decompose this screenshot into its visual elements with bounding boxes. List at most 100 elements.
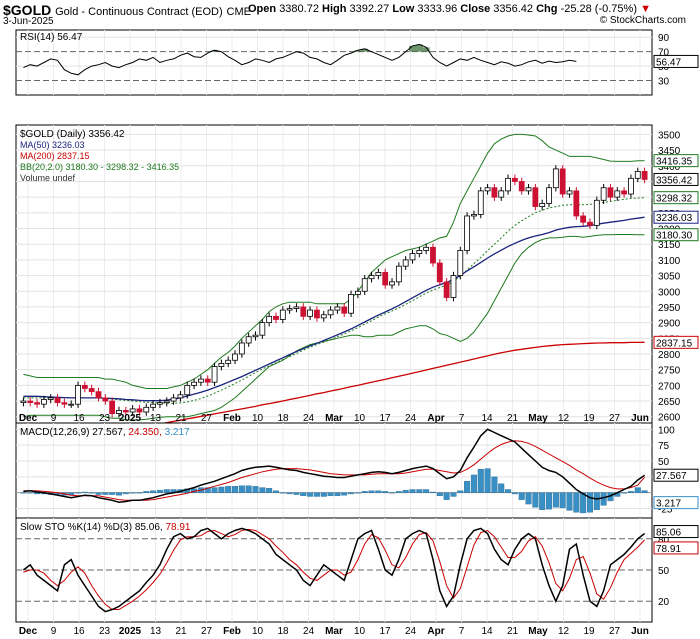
candle-body bbox=[34, 402, 40, 405]
candle-body bbox=[61, 402, 68, 405]
price-value-label-ma50-box bbox=[653, 210, 699, 224]
bb-lower-line bbox=[23, 234, 645, 421]
candle-body bbox=[430, 246, 436, 264]
macd-tick-label: 50 bbox=[658, 457, 670, 468]
macd-hist-bar bbox=[368, 490, 375, 493]
sto-x-tick-label: 24 bbox=[303, 626, 315, 637]
candle-body bbox=[511, 177, 518, 182]
bb-middle-line bbox=[23, 197, 645, 404]
candle-body bbox=[395, 265, 402, 283]
price-x-tick-label: 17 bbox=[379, 413, 391, 424]
candle-body bbox=[245, 336, 252, 344]
candle-body bbox=[279, 309, 286, 320]
sto-legend-d: 78.91 bbox=[165, 522, 190, 533]
candle-body bbox=[307, 309, 314, 317]
macd-hist-bar bbox=[627, 491, 634, 493]
macd-hist-bar bbox=[546, 492, 553, 510]
description: Gold - Continuous Contract (EOD) bbox=[55, 6, 223, 18]
sto-x-tick-label: 12 bbox=[558, 626, 570, 637]
macd-hist-bar bbox=[348, 492, 355, 495]
candle-body bbox=[252, 334, 259, 338]
sto-x-tick-label: 10 bbox=[354, 626, 366, 637]
candle-body bbox=[552, 168, 559, 189]
candle-body bbox=[68, 403, 75, 406]
macd-legend-hist: 3.217 bbox=[165, 427, 190, 438]
bb-upper-line bbox=[23, 133, 645, 389]
candle-body bbox=[436, 262, 443, 283]
candle-body bbox=[559, 168, 566, 195]
candle-body bbox=[129, 408, 136, 413]
sto-x-tick-label: 9 bbox=[51, 626, 57, 637]
macd-hist-bar bbox=[498, 483, 505, 493]
price-value-label-ma200: 2837.15 bbox=[656, 338, 693, 349]
sto-tick-label: 20 bbox=[658, 597, 670, 608]
macd-hist-bar bbox=[272, 490, 279, 493]
candle-body bbox=[573, 190, 580, 217]
candle-body bbox=[539, 203, 546, 207]
candle-body bbox=[320, 314, 327, 319]
macd-hist-bar bbox=[375, 490, 382, 493]
price-value-label-close-box bbox=[653, 172, 699, 186]
candle-body bbox=[150, 403, 157, 408]
price-tick-label: 3500 bbox=[658, 130, 681, 141]
candle-body bbox=[532, 187, 539, 207]
sto-x-tick-label: 14 bbox=[481, 626, 493, 637]
candle-body bbox=[525, 187, 532, 192]
price-tick-label: 3050 bbox=[658, 272, 681, 283]
candle-body bbox=[450, 275, 457, 298]
price-x-tick-label: 27 bbox=[201, 413, 213, 424]
close-label: Close bbox=[460, 3, 491, 15]
macd-hist-bar bbox=[293, 492, 300, 495]
price-tick-label: 3400 bbox=[658, 162, 681, 173]
price-x-tick-label: 14 bbox=[481, 413, 493, 424]
sto-k-line bbox=[22, 527, 646, 613]
candle-body bbox=[157, 402, 163, 405]
candle-body bbox=[27, 400, 34, 404]
macd-signal-line bbox=[23, 440, 645, 501]
rsi-tick-label: 70 bbox=[658, 48, 670, 59]
candle-body bbox=[116, 410, 122, 414]
price-value-label-ma50: 3236.03 bbox=[656, 213, 693, 224]
chg-value: -25.28 (-0.75%) bbox=[560, 3, 637, 15]
macd-hist-bar bbox=[361, 491, 368, 493]
candle-body bbox=[102, 397, 109, 402]
candle-body bbox=[382, 272, 389, 286]
rsi-overbought-fill bbox=[415, 44, 423, 52]
sto-x-tick-label: 24 bbox=[405, 626, 417, 637]
macd-hist-bar bbox=[20, 492, 27, 494]
sto-x-tick-label: 7 bbox=[459, 626, 465, 637]
macd-value-label-box bbox=[653, 468, 699, 482]
candle-body bbox=[334, 306, 341, 311]
price-tick-label: 2600 bbox=[658, 413, 681, 424]
macd-hist-bar bbox=[211, 487, 218, 493]
sto-x-tick-label: 21 bbox=[175, 626, 187, 637]
macd-hist-bar bbox=[27, 492, 34, 494]
low-value: 3333.96 bbox=[417, 3, 458, 15]
price-x-tick-label: 12 bbox=[558, 413, 570, 424]
candle-body bbox=[81, 384, 88, 389]
macd-hist-bar bbox=[129, 492, 136, 494]
price-x-tick-label: 16 bbox=[73, 413, 85, 424]
price-x-tick-label: 21 bbox=[507, 413, 519, 424]
price-tick-label: 3100 bbox=[658, 256, 681, 267]
candle-body bbox=[375, 272, 382, 276]
macd-hist-bar bbox=[156, 489, 163, 493]
candle-body bbox=[40, 399, 47, 405]
macd-hist-bar bbox=[286, 492, 293, 495]
macd-hist-bar bbox=[470, 474, 477, 493]
price-x-tick-label: 19 bbox=[583, 413, 595, 424]
macd-hist-bar bbox=[505, 489, 512, 493]
sto-x-tick-label: 16 bbox=[73, 626, 85, 637]
price-x-tick-label: 23 bbox=[99, 413, 111, 424]
candle-body bbox=[88, 388, 95, 393]
rsi-tick-label: 90 bbox=[658, 33, 670, 44]
watermark: © StockCharts.com bbox=[599, 15, 686, 26]
sto-legend-k: 85.06, bbox=[135, 522, 163, 533]
candle-body bbox=[546, 187, 552, 204]
macd-hist-bar bbox=[634, 487, 641, 493]
price-x-tick-label: 18 bbox=[277, 413, 289, 424]
rsi-overbought-fill bbox=[422, 47, 430, 52]
macd-tick-label: -25 bbox=[658, 505, 673, 516]
open-value: 3380.72 bbox=[279, 3, 319, 15]
